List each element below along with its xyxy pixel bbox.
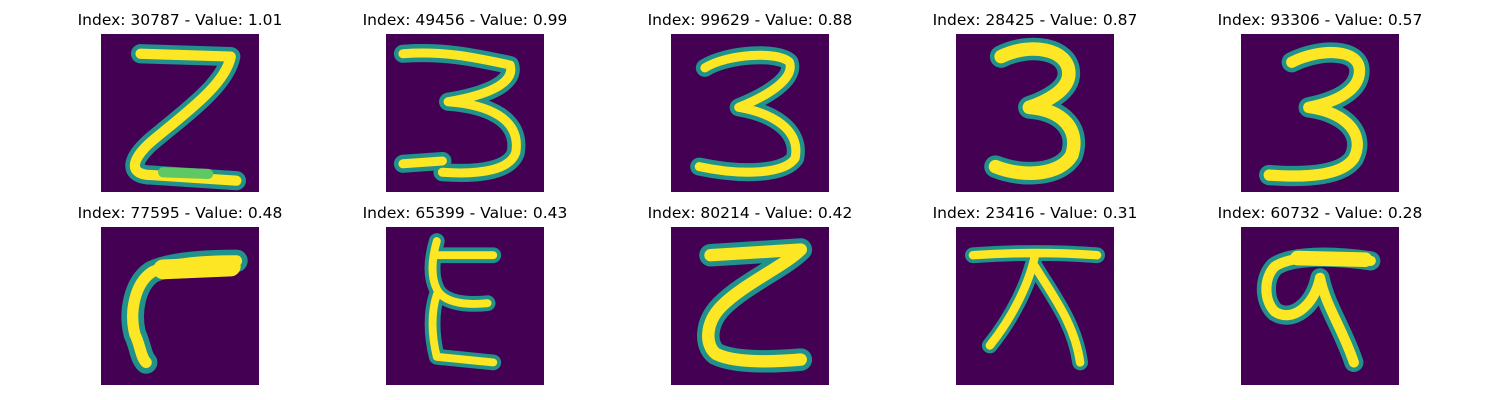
panel-title: Index: 49456 - Value: 0.99: [362, 11, 568, 29]
panel-title: Index: 99629 - Value: 0.88: [647, 11, 853, 29]
panel-5: Index: 93306 - Value: 0.57: [1170, 0, 1470, 192]
panel-2: Index: 49456 - Value: 0.99: [315, 0, 615, 192]
panel-1: Index: 30787 - Value: 1.01: [30, 0, 330, 192]
panel-title: Index: 80214 - Value: 0.42: [647, 204, 853, 222]
digit-image: [956, 34, 1114, 192]
digit-image: [386, 227, 544, 385]
panel-7: Index: 65399 - Value: 0.43: [315, 193, 615, 385]
digit-image: [1241, 34, 1399, 192]
panel-title: Index: 28425 - Value: 0.87: [932, 11, 1138, 29]
digit-image: [671, 34, 829, 192]
panel-9: Index: 23416 - Value: 0.31: [885, 193, 1185, 385]
panel-title: Index: 30787 - Value: 1.01: [77, 11, 283, 29]
panel-title: Index: 93306 - Value: 0.57: [1217, 11, 1423, 29]
panel-title: Index: 65399 - Value: 0.43: [362, 204, 568, 222]
panel-8: Index: 80214 - Value: 0.42: [600, 193, 900, 385]
digit-image: [101, 34, 259, 192]
panel-title: Index: 77595 - Value: 0.48: [77, 204, 283, 222]
digit-image: [101, 227, 259, 385]
panel-3: Index: 99629 - Value: 0.88: [600, 0, 900, 192]
digit-image: [956, 227, 1114, 385]
panel-title: Index: 23416 - Value: 0.31: [932, 204, 1138, 222]
panel-10: Index: 60732 - Value: 0.28: [1170, 193, 1470, 385]
digit-image: [671, 227, 829, 385]
panel-4: Index: 28425 - Value: 0.87: [885, 0, 1185, 192]
digit-image: [386, 34, 544, 192]
panel-6: Index: 77595 - Value: 0.48: [30, 193, 330, 385]
digit-image: [1241, 227, 1399, 385]
panel-title: Index: 60732 - Value: 0.28: [1217, 204, 1423, 222]
